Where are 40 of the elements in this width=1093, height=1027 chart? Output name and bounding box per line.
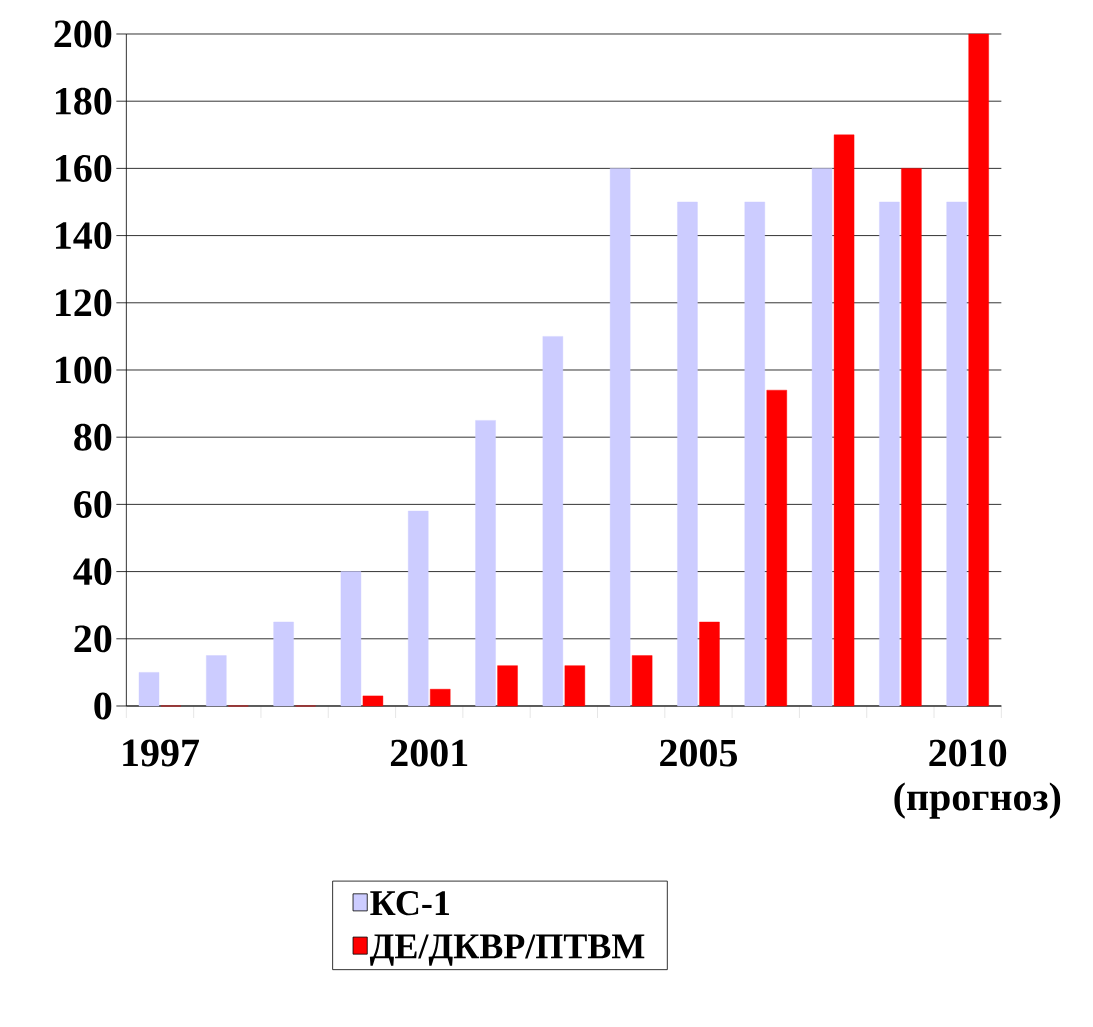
bar: [609, 168, 631, 707]
x-tick-label: 2010 (прогноз): [894, 739, 1061, 819]
bar: [273, 621, 294, 707]
x-tick-label: 2005: [660, 739, 737, 767]
bar: [811, 168, 833, 707]
y-tick-label: 140: [56, 222, 112, 250]
bar: [542, 336, 564, 707]
bar: [138, 672, 160, 707]
bar: [699, 621, 720, 707]
bar: [362, 695, 384, 707]
x-tick-label: 2001: [390, 739, 468, 767]
y-tick-label: 40: [73, 558, 112, 586]
x-tick-label: 1997: [123, 739, 200, 767]
bar: [879, 201, 900, 707]
y-tick-label: 0: [94, 692, 112, 720]
bar: [631, 655, 653, 707]
bar: [744, 201, 765, 707]
bar: [408, 510, 429, 707]
legend-label: КС-1: [370, 891, 450, 916]
y-tick-label: 200: [54, 20, 112, 48]
legend-label: ДЕ/ДКВР/ПТВМ: [369, 934, 645, 966]
bar: [206, 655, 227, 707]
y-tick-label: 180: [56, 87, 112, 115]
y-tick-label: 20: [74, 625, 112, 653]
bar: [766, 389, 787, 707]
y-tick-label: 60: [74, 490, 112, 518]
bar: [497, 665, 518, 707]
bar: [475, 420, 496, 707]
bar: [564, 665, 586, 707]
bar: [901, 168, 922, 707]
y-tick-label: 160: [56, 154, 112, 182]
y-tick-label: 80: [74, 423, 112, 451]
bar: [340, 571, 362, 707]
bar: [677, 201, 698, 707]
bar: [968, 33, 989, 707]
y-tick-label: 120: [56, 289, 112, 317]
bar: [946, 201, 967, 707]
bar: [833, 134, 855, 707]
bar: [430, 688, 451, 707]
y-tick-label: 100: [56, 356, 112, 384]
